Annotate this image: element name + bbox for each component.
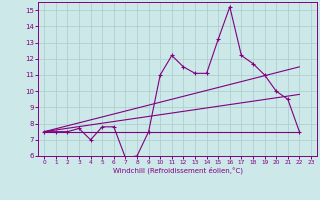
- X-axis label: Windchill (Refroidissement éolien,°C): Windchill (Refroidissement éolien,°C): [113, 167, 243, 174]
